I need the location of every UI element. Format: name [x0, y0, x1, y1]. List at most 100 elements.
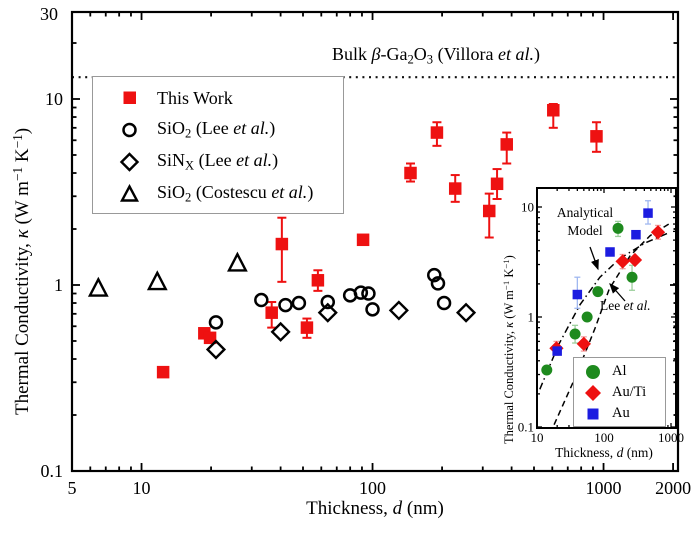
diamond-marker	[270, 321, 291, 342]
lee-arrow	[609, 283, 626, 302]
circle-marker	[612, 222, 624, 234]
y-tick-label: 1	[54, 275, 63, 295]
x-tick-label: 2000	[655, 478, 691, 498]
legend-item-label: This Work	[157, 87, 233, 108]
circle-marker	[626, 271, 638, 283]
square-marker	[547, 103, 560, 117]
circle-marker	[541, 364, 553, 376]
x-tick-label: 1000	[586, 478, 622, 498]
costescu-triangle-marker-icon	[119, 184, 140, 202]
square-marker	[572, 289, 583, 300]
circle-marker	[291, 295, 307, 311]
inset-y-tick-label: 10	[521, 200, 534, 215]
y-tick-label: 0.1	[41, 461, 64, 481]
inset-legend-label: Au	[612, 405, 630, 421]
circle-marker	[361, 286, 376, 301]
circle-marker	[254, 292, 269, 308]
inset-x-tick-label: 100	[594, 430, 614, 445]
square-marker	[404, 166, 417, 180]
legend-item-sinx-lee: SiNX (Lee et al.)	[93, 146, 343, 178]
square-marker	[311, 274, 325, 287]
legend-item-this-work: This Work	[93, 82, 343, 114]
circle-marker	[430, 276, 446, 291]
square-marker	[500, 138, 513, 151]
square-marker	[275, 237, 289, 251]
square-marker	[631, 229, 641, 240]
annotation-lee-et-al: Lee et al.	[600, 298, 651, 313]
inset-x-axis-title: Thickness, d (nm)	[555, 445, 653, 460]
inset-x-tick-label: 10	[531, 430, 544, 445]
square-marker	[482, 204, 496, 218]
square-marker	[265, 306, 278, 319]
square-marker	[156, 365, 170, 379]
inset-legend-item-au: Au	[574, 403, 665, 424]
main-legend: This Work SiO2 (Lee et al.) SiNX (Lee et…	[92, 76, 344, 214]
circle-marker	[353, 285, 369, 300]
y-tick-label: 10	[45, 89, 63, 109]
al-circle-marker-icon	[586, 364, 600, 379]
square-marker	[605, 247, 615, 257]
inset-legend: Al Au/Ti Au	[573, 357, 666, 427]
y-axis-title: Thermal Conductivity, κ (W m−1 K−1)	[10, 127, 34, 415]
circle-marker	[427, 267, 442, 283]
triangle-marker	[227, 251, 248, 272]
inset-legend-item-auti: Au/Ti	[574, 382, 665, 403]
inset-y-axis-title: Thermal Conductivity, κ (W m−1 K−1)	[501, 255, 516, 444]
inset-frame	[536, 187, 677, 429]
x-tick-label: 100	[359, 478, 386, 498]
inset-y-tick-label: 0.1	[518, 420, 534, 435]
main-frame	[70, 10, 680, 473]
inset-legend-label: Au/Ti	[612, 384, 647, 400]
auti-diamond-marker-icon	[585, 384, 601, 401]
au-square-marker-icon	[587, 408, 599, 419]
sio2-circle-marker-icon	[122, 122, 137, 138]
square-marker	[448, 182, 462, 195]
series-sio2-costescu-et-al-	[87, 251, 248, 297]
circle-marker	[320, 294, 336, 310]
legend-item-label: SiO2 (Costescu et al.)	[157, 182, 314, 205]
analytical-model-arrow	[589, 246, 599, 271]
circle-marker	[278, 297, 293, 313]
diamond-marker	[205, 339, 227, 360]
main-frame-group: 5 10 100 1000 2000 0.1 1 10 30	[40, 4, 691, 498]
square-marker	[203, 331, 217, 345]
legend-item-sio2-costescu: SiO2 (Costescu et al.)	[93, 178, 343, 210]
inset-x-tick-label: 1000	[658, 430, 684, 445]
circle-marker	[569, 328, 581, 340]
diamond-marker	[615, 254, 630, 269]
circle-marker	[581, 311, 593, 323]
square-marker	[356, 233, 370, 247]
square-marker	[300, 321, 314, 334]
main-tick-labels: 5 10 100 1000 2000 0.1 1 10 30	[40, 4, 691, 498]
square-marker	[590, 130, 603, 143]
square-marker	[430, 126, 444, 139]
square-marker	[490, 177, 504, 191]
diamond-marker	[455, 302, 477, 323]
diamond-marker	[627, 252, 643, 268]
diamond-marker	[650, 225, 666, 240]
circle-marker	[365, 302, 380, 317]
circle-marker	[208, 315, 224, 330]
series-sio2-lee-et-al-	[208, 267, 452, 330]
this-work-square-marker-icon	[123, 91, 136, 104]
square-marker	[552, 346, 562, 356]
circle-marker	[592, 286, 604, 298]
x-tick-label: 5	[68, 478, 77, 498]
x-axis-title: Thickness, d (nm)	[306, 498, 444, 519]
series-this-work	[156, 102, 603, 379]
annotation-analytical-model: Analytical Model	[556, 205, 614, 238]
diamond-marker	[317, 302, 338, 323]
x-tick-label: 10	[133, 478, 151, 498]
diamond-marker	[388, 300, 409, 321]
inset-series-al	[541, 220, 638, 376]
inset-series-au	[552, 200, 653, 356]
y-tick-label: 30	[40, 4, 58, 24]
legend-item-label: SiNX (Lee et al.)	[157, 150, 279, 173]
sinx-diamond-marker-icon	[119, 152, 140, 172]
legend-item-label: SiO2 (Lee et al.)	[157, 118, 276, 141]
inset-y-tick-label: 1	[528, 310, 535, 325]
legend-item-sio2-lee: SiO2 (Lee et al.)	[93, 114, 343, 146]
main-ticks	[72, 12, 678, 471]
inset-legend-item-al: Al	[574, 361, 665, 382]
